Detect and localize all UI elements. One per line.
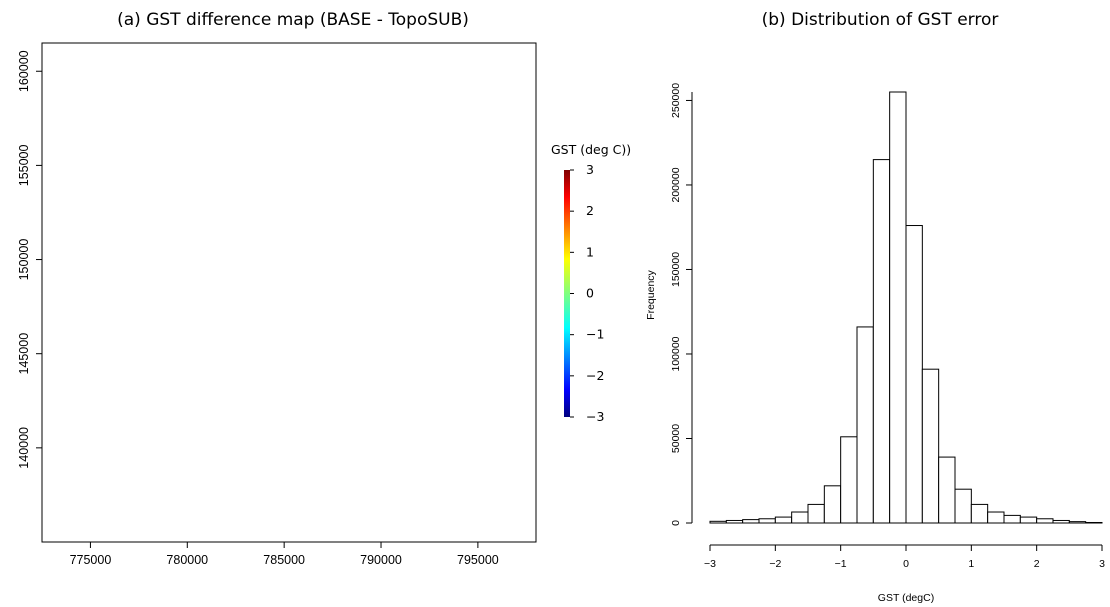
colorbar-tick-label: 2 xyxy=(586,203,594,218)
histogram-title: (b) Distribution of GST error xyxy=(762,10,999,30)
histogram-x-tick-label: 3 xyxy=(1099,558,1105,570)
map-x-axis: 775000 780000 785000 790000 795000 xyxy=(70,542,499,567)
histogram-bar xyxy=(840,436,858,524)
histogram-bar xyxy=(725,519,744,524)
histogram-bar xyxy=(1019,516,1038,524)
histogram-bar xyxy=(823,485,842,524)
histogram-y-tick-label: 0 xyxy=(670,520,682,526)
histogram-x-tick-label: −2 xyxy=(769,558,781,570)
histogram-bar xyxy=(1003,514,1021,524)
map-title: (a) GST difference map (BASE - TopoSUB) xyxy=(117,10,469,30)
histogram-y-tick-label: 250000 xyxy=(670,83,682,118)
histogram-x-tick-label: −3 xyxy=(704,558,716,570)
histogram-bar xyxy=(970,503,989,524)
map-plot-frame xyxy=(41,42,537,543)
histogram-y-tick-label: 150000 xyxy=(670,252,682,287)
histogram-x-tick-label: 2 xyxy=(1034,558,1040,570)
histogram-bar xyxy=(987,511,1005,524)
colorbar-tick-label: 0 xyxy=(586,286,594,301)
histogram-x-label: GST (degC) xyxy=(878,592,934,604)
histogram-bar xyxy=(1085,521,1103,524)
histogram-bar xyxy=(921,368,940,524)
map-x-tick-label: 785000 xyxy=(263,553,305,567)
histogram-y-tick-label: 100000 xyxy=(670,336,682,371)
histogram-bar xyxy=(954,488,972,524)
colorbar-ticks: 3 2 1 0 −1 −2 −3 xyxy=(570,162,604,424)
colorbar-tick-label: −1 xyxy=(586,327,604,342)
histogram-bar xyxy=(905,225,923,524)
colorbar-title: GST (deg C)) xyxy=(551,142,631,157)
histogram-bar xyxy=(1068,521,1087,524)
histogram-y-tick-label: 50000 xyxy=(670,424,682,453)
histogram-bar xyxy=(774,516,793,524)
histogram-bar xyxy=(807,503,825,524)
map-y-tick-label: 140000 xyxy=(17,427,31,469)
histogram-bar xyxy=(742,519,760,524)
histogram-y-axis: 0 50000 100000 150000 200000 250000 xyxy=(670,83,693,526)
colorbar-legend: GST (deg C)) 3 2 1 0 −1 −2 −3 xyxy=(551,142,631,424)
colorbar-gradient xyxy=(564,170,570,417)
map-y-tick-label: 160000 xyxy=(17,50,31,92)
histogram-bars xyxy=(709,91,1103,524)
histogram-bar xyxy=(1036,518,1054,524)
histogram-panel: (b) Distribution of GST error −3 −2 −1 0 1 2 3… xyxy=(645,10,1105,604)
histogram-x-tick-label: 0 xyxy=(903,558,909,570)
histogram-bar xyxy=(856,326,874,524)
histogram-x-tick-label: 1 xyxy=(968,558,974,570)
histogram-bar xyxy=(938,456,956,524)
colorbar-tick-label: −2 xyxy=(586,368,604,383)
map-x-tick-label: 780000 xyxy=(166,553,208,567)
histogram-bar xyxy=(791,511,809,524)
colorbar-tick-label: −3 xyxy=(586,409,604,424)
histogram-bar xyxy=(758,518,776,524)
histogram-bar xyxy=(872,159,891,524)
histogram-x-axis: −3 −2 −1 0 1 2 3 xyxy=(704,544,1105,570)
map-y-tick-label: 155000 xyxy=(17,144,31,186)
histogram-bar xyxy=(709,520,727,524)
map-y-axis: 140000 145000 150000 155000 160000 xyxy=(17,50,42,469)
histogram-y-tick-label: 200000 xyxy=(670,167,682,202)
histogram-bar xyxy=(1052,519,1070,524)
map-x-tick-label: 775000 xyxy=(70,553,112,567)
map-x-tick-label: 790000 xyxy=(360,553,402,567)
colorbar-tick-label: 3 xyxy=(586,162,594,177)
map-y-tick-label: 145000 xyxy=(17,333,31,375)
colorbar-tick-label: 1 xyxy=(586,244,594,259)
histogram-bar xyxy=(889,91,907,524)
histogram-x-tick-label: −1 xyxy=(835,558,847,570)
map-x-tick-label: 795000 xyxy=(457,553,499,567)
histogram-y-label: Frequency xyxy=(645,269,657,319)
map-panel: (a) GST difference map (BASE - TopoSUB) … xyxy=(17,10,537,567)
map-y-tick-label: 150000 xyxy=(17,239,31,281)
